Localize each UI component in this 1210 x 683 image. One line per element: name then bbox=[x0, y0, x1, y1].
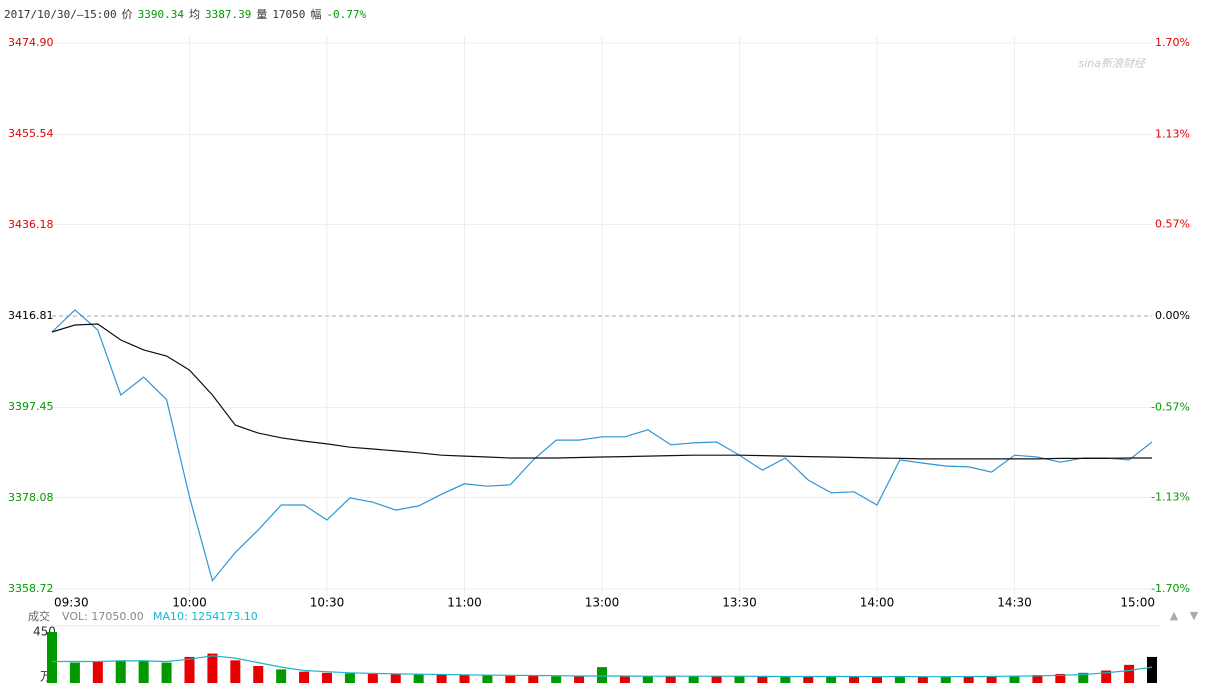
price-label: 价 bbox=[121, 8, 133, 21]
volume-bar bbox=[1009, 675, 1020, 683]
volume-bar bbox=[963, 676, 974, 683]
price-line bbox=[51, 309, 1153, 582]
volume-bar bbox=[322, 672, 332, 683]
volume-bar bbox=[276, 669, 287, 683]
price: 3390.34 bbox=[137, 8, 184, 21]
y-tick-label: 3378.08 bbox=[8, 491, 54, 504]
volume-bar bbox=[642, 676, 653, 683]
x-tick-label: 13:30 bbox=[722, 596, 757, 610]
volume-bar bbox=[1078, 672, 1089, 683]
volume-bar bbox=[528, 675, 539, 683]
volume-bar bbox=[390, 673, 401, 683]
volume-bar bbox=[849, 676, 860, 683]
volume-bar bbox=[344, 673, 355, 683]
volume-bar bbox=[299, 671, 310, 683]
volume-bar bbox=[47, 632, 57, 683]
volume-bar bbox=[92, 661, 103, 683]
vol-text: VOL: 17050.00 bbox=[62, 610, 144, 623]
volume-bar bbox=[1101, 670, 1112, 683]
y2-tick-label: -1.70% bbox=[1151, 582, 1190, 595]
volume-bar bbox=[482, 675, 493, 683]
volume-bar bbox=[138, 660, 149, 683]
y2-tick-label: 1.70% bbox=[1155, 36, 1190, 49]
volume-bar bbox=[734, 676, 745, 683]
x-tick-label: 11:00 bbox=[447, 596, 482, 610]
x-tick-label: 14:30 bbox=[997, 596, 1032, 610]
y-tick-label: 3358.72 bbox=[8, 582, 54, 595]
y2-tick-label: 0.57% bbox=[1155, 217, 1190, 230]
volume-bar bbox=[826, 676, 837, 683]
volume-bar bbox=[665, 676, 676, 683]
volume-bar bbox=[1124, 664, 1135, 683]
y2-tick-label: -0.57% bbox=[1151, 401, 1190, 414]
volume-bar bbox=[161, 662, 172, 683]
volume-bar bbox=[940, 676, 951, 683]
chg-label: 幅 bbox=[310, 8, 322, 21]
y-tick-label: 3455.54 bbox=[8, 127, 54, 140]
volume-bar bbox=[115, 660, 126, 683]
x-tick-label: 10:30 bbox=[310, 596, 345, 610]
header: 2017/10/30/—15:00 价 3390.34 均 3387.39 量 17050 幅… bbox=[4, 6, 371, 22]
volume-bar bbox=[711, 676, 722, 683]
ma-text: MA10: 1254173.10 bbox=[153, 610, 258, 623]
vol-label: 量 bbox=[256, 8, 268, 21]
x-tick-label: 09:30 bbox=[54, 596, 89, 610]
volume-bar bbox=[894, 676, 905, 683]
volume-bar bbox=[436, 674, 447, 683]
y2-tick-label: 1.13% bbox=[1155, 128, 1190, 141]
x-tick-label: 13:00 bbox=[585, 596, 620, 610]
volume-bar bbox=[551, 676, 562, 683]
volume-bar bbox=[207, 653, 218, 683]
volume-bar bbox=[597, 667, 607, 683]
volume-bar bbox=[757, 676, 768, 683]
volume-bar bbox=[1055, 673, 1066, 683]
y-tick-label: 3474.90 bbox=[8, 36, 54, 49]
volume-bar bbox=[505, 675, 516, 683]
y2-tick-label: 0.00% bbox=[1155, 309, 1190, 322]
volume-title: 成交 bbox=[28, 609, 50, 623]
avg-label: 均 bbox=[188, 8, 200, 21]
y-tick-label: 3416.81 bbox=[8, 309, 54, 322]
volume-bar bbox=[619, 676, 630, 683]
scroll-down[interactable]: ▼ bbox=[1190, 609, 1199, 622]
volume-bar bbox=[230, 660, 241, 683]
y-tick-label: 3397.45 bbox=[8, 400, 54, 413]
ma-line bbox=[52, 655, 1153, 678]
x-tick-label: 10:00 bbox=[172, 596, 207, 610]
datetime: 2017/10/30/—15:00 bbox=[4, 8, 117, 21]
vol: 17050 bbox=[272, 8, 306, 21]
watermark: sina新浪财经 bbox=[1079, 57, 1146, 70]
volume-bar bbox=[688, 676, 699, 683]
volume-bar bbox=[872, 676, 882, 683]
volume-bar bbox=[986, 676, 997, 683]
avg: 3387.39 bbox=[204, 8, 252, 21]
volume-bar bbox=[253, 666, 264, 683]
x-tick-label: 15:00 bbox=[1120, 596, 1155, 610]
scroll-up[interactable]: ▲ bbox=[1170, 609, 1179, 622]
chg: -0.77% bbox=[326, 8, 367, 21]
volume-bar bbox=[413, 674, 424, 683]
volume-bar bbox=[917, 676, 928, 683]
x-tick-label: 14:00 bbox=[860, 596, 895, 610]
volume-bar bbox=[780, 676, 791, 683]
y-tick-label: 3436.18 bbox=[8, 218, 54, 231]
volume-bar bbox=[367, 673, 378, 683]
volume-bar bbox=[184, 656, 195, 683]
volume-bar bbox=[1147, 656, 1157, 683]
volume-bar bbox=[1032, 675, 1043, 683]
volume-bar bbox=[459, 675, 470, 683]
volume-bar bbox=[803, 676, 814, 683]
y2-tick-label: -1.13% bbox=[1151, 490, 1190, 503]
volume-bar bbox=[574, 676, 585, 683]
average-line bbox=[51, 323, 1152, 460]
volume-bar bbox=[69, 662, 80, 683]
